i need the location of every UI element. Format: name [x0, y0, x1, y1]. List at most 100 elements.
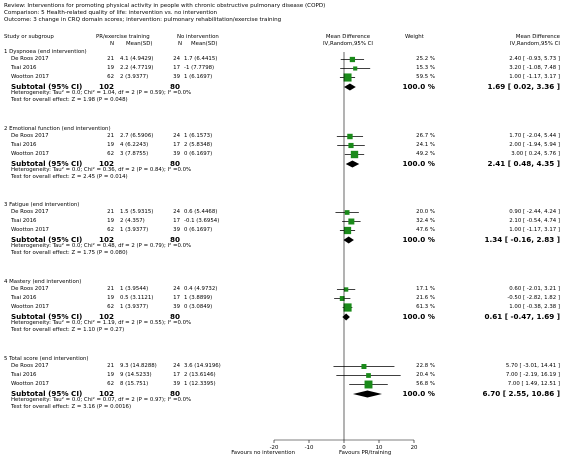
study-weight: 56.8 % — [416, 381, 435, 387]
study-name: De Roos 2017 — [11, 209, 49, 215]
pooled-diamond — [343, 236, 354, 244]
x-tick-label: -10 — [305, 445, 314, 451]
subtotal-ctl-n: 80 — [169, 82, 180, 91]
study-exp-n: 62 — [107, 304, 114, 310]
subtotal-exp-n: 102 — [98, 159, 114, 168]
study-ctl-n: 39 — [173, 381, 180, 387]
effect-square — [339, 296, 345, 301]
study-weight: 15.3 % — [416, 65, 435, 71]
study-ctl-n: 17 — [173, 65, 180, 71]
subtotal-exp-n: 102 — [98, 82, 114, 91]
study-ci: 1.70 [ -2.04, 5.44 ] — [509, 133, 560, 139]
study-ctl-mean: 0 (3.0849) — [184, 304, 213, 310]
subtotal-ctl-n: 80 — [169, 235, 180, 244]
heterogeneity-text: Heterogeneity: Tau² = 0.0; Chi² = 1.19, … — [11, 320, 192, 326]
study-weight: 22.8 % — [416, 363, 435, 369]
study-name: Wootton 2017 — [11, 381, 49, 387]
effect-square — [349, 56, 356, 63]
study-ctl-mean: 1.7 (6.4415) — [184, 56, 218, 62]
study-name: Wootton 2017 — [11, 227, 49, 233]
study-exp-mean: 2 (4.357) — [120, 218, 145, 224]
subgroup-label: 5 Total score (end intervention) — [4, 356, 89, 362]
study-ci: 1.00 [ -0.38, 2.38 ] — [509, 304, 560, 310]
study-exp-n: 62 — [107, 381, 114, 387]
heterogeneity-text: Heterogeneity: Tau² = 0.0; Chi² = 0.48, … — [11, 243, 192, 249]
study-name: Wootton 2017 — [11, 304, 49, 310]
study-exp-mean: 2 (3.9377) — [120, 74, 149, 80]
effect-square — [348, 142, 354, 149]
study-exp-mean: 9 (14.5233) — [120, 372, 152, 378]
effect-square — [347, 133, 353, 140]
study-ci: 2.00 [ -1.94, 5.94 ] — [509, 142, 560, 148]
overall-effect-text: Test for overall effect: Z = 3.16 (P = 0… — [11, 404, 132, 410]
subtotal-label: Subtotal (95% CI) — [11, 389, 83, 398]
effect-square — [348, 218, 355, 225]
subtotal-weight: 100.0 % — [402, 235, 435, 244]
study-weight: 49.2 % — [416, 151, 435, 157]
subtotal-label: Subtotal (95% CI) — [11, 312, 83, 321]
study-name: Wootton 2017 — [11, 151, 49, 157]
favours-left-label: Favours no intervention — [231, 450, 295, 456]
study-exp-mean: 0.5 (3.1121) — [120, 295, 154, 301]
study-ctl-n: 24 — [173, 209, 180, 215]
study-ci: 2.10 [ -0.54, 4.74 ] — [509, 218, 560, 224]
subtotal-label: Subtotal (95% CI) — [11, 159, 83, 168]
study-weight: 17.1 % — [416, 286, 435, 292]
study-exp-n: 21 — [107, 56, 114, 62]
subtotal-ci: 2.41 [ 0.48, 4.35 ] — [487, 159, 560, 168]
study-ctl-n: 39 — [173, 227, 180, 233]
study-weight: 20.0 % — [416, 209, 435, 215]
study-weight: 21.6 % — [416, 295, 435, 301]
effect-square — [361, 363, 367, 370]
heterogeneity-text: Heterogeneity: Tau² = 0.0; Chi² = 1.04, … — [11, 90, 192, 96]
study-weight: 59.5 % — [416, 74, 435, 80]
study-ctl-mean: 1 (3.8899) — [184, 295, 213, 301]
study-exp-mean: 4.1 (4.9429) — [120, 56, 154, 62]
study-name: De Roos 2017 — [11, 56, 49, 62]
subtotal-exp-n: 102 — [98, 312, 114, 321]
x-tick-label: -20 — [270, 445, 279, 451]
study-exp-n: 19 — [107, 372, 114, 378]
study-ctl-mean: 0 (6.1697) — [184, 151, 213, 157]
study-name: Tsai 2016 — [11, 295, 37, 301]
subgroup-label: 1 Dyspnoea (end intervention) — [4, 49, 87, 55]
heterogeneity-text: Heterogeneity: Tau² = 0.0; Chi² = 0.07, … — [11, 397, 192, 403]
study-weight: 47.6 % — [416, 227, 435, 233]
study-exp-mean: 1 (3.9377) — [120, 304, 149, 310]
study-exp-mean: 4 (6.2243) — [120, 142, 149, 148]
study-exp-mean: 8 (15.751) — [120, 381, 149, 387]
study-ctl-mean: 3.6 (14.9196) — [184, 363, 221, 369]
effect-square — [350, 150, 359, 159]
study-name: De Roos 2017 — [11, 286, 49, 292]
study-name: Tsai 2016 — [11, 65, 37, 71]
outcome-title: Outcome: 3 change in CRQ domain scores; … — [4, 17, 282, 23]
study-ctl-n: 39 — [173, 74, 180, 80]
study-exp-n: 21 — [107, 209, 114, 215]
effect-square — [343, 303, 352, 312]
x-tick-label: 20 — [411, 445, 418, 451]
study-ci: 7.00 [ 1.49, 12.51 ] — [507, 381, 560, 387]
study-exp-mean: 1 (3.9544) — [120, 286, 149, 292]
subtotal-ci: 6.70 [ 2.55, 10.86 ] — [482, 389, 560, 398]
study-name: Tsai 2016 — [11, 142, 37, 148]
x-tick-label: 0 — [342, 445, 346, 451]
review-title: Review: Interventions for promoting phys… — [4, 3, 326, 9]
effect-square — [366, 373, 371, 378]
study-ci: 7.00 [ -2.19, 16.19 ] — [505, 372, 560, 378]
effect-square — [353, 66, 358, 71]
study-ci: 1.00 [ -1.17, 3.17 ] — [509, 74, 560, 80]
study-ctl-n: 17 — [173, 218, 180, 224]
col-md-right-2: IV,Random,95% CI — [509, 41, 560, 47]
study-ctl-n: 17 — [173, 142, 180, 148]
study-ci: 0.60 [ -2.01, 3.21 ] — [509, 286, 560, 292]
effect-square — [343, 287, 349, 292]
study-ctl-n: 17 — [173, 295, 180, 301]
study-exp-mean: 2.2 (4.7719) — [120, 65, 154, 71]
subtotal-ci: 0.61 [ -0.47, 1.69 ] — [484, 312, 561, 321]
study-ctl-n: 24 — [173, 286, 180, 292]
study-ctl-mean: 0 (6.1697) — [184, 227, 213, 233]
study-ctl-n: 24 — [173, 56, 180, 62]
x-tick-label: 10 — [376, 445, 383, 451]
study-ci: 3.00 [ 0.24, 5.76 ] — [511, 151, 560, 157]
study-ci: 1.00 [ -1.17, 3.17 ] — [509, 227, 560, 233]
